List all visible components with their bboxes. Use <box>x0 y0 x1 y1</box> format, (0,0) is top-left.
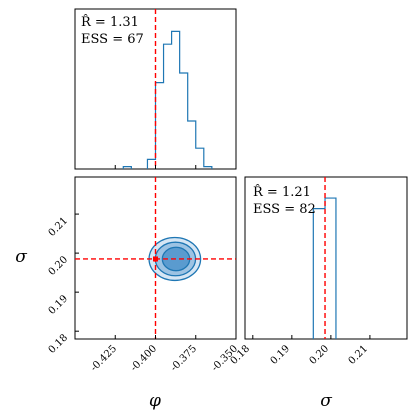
tick-label-sigma-x-2: 0.20 <box>308 343 332 367</box>
phi-rhat-annotation: R̂ = 1.31 <box>81 14 139 30</box>
tick-label-sigma-y-0: 0.18 <box>47 332 71 356</box>
sigma-rhat-annotation: R̂ = 1.21 <box>253 184 311 200</box>
axis-title-sigma-y: σ <box>15 247 27 267</box>
tick-marks <box>75 165 371 339</box>
axis-title-phi: φ <box>149 391 161 411</box>
tick-label-sigma-x-1: 0.19 <box>269 343 293 367</box>
tick-label-sigma-y-1: 0.19 <box>47 293 71 317</box>
phi-histogram <box>122 30 213 169</box>
panel-sigma-marginal <box>244 176 408 340</box>
axis-title-sigma-x: σ <box>320 391 332 411</box>
tick-label-sigma-x-3: 0.21 <box>347 343 371 367</box>
tick-label-sigma-y-2: 0.20 <box>47 254 71 278</box>
tick-label-phi-1: -0.400 <box>129 343 159 373</box>
phi-ess-annotation: ESS = 67 <box>81 32 144 47</box>
sigma-ess-annotation: ESS = 82 <box>253 202 316 217</box>
tick-label-phi-2: -0.375 <box>169 343 199 373</box>
tick-label-sigma-y-3: 0.21 <box>47 215 71 239</box>
tick-label-phi-0: -0.425 <box>89 343 119 373</box>
truth-point <box>153 256 158 262</box>
